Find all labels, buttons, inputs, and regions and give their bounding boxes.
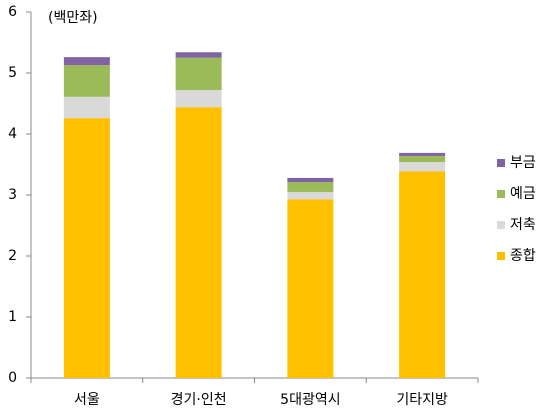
legend-label: 예금 — [510, 186, 536, 202]
bar-segment — [399, 171, 446, 378]
y-tick-label: 4 — [8, 126, 17, 142]
y-tick-label: 0 — [8, 370, 17, 386]
bar-segment — [287, 191, 334, 200]
bar-segment — [63, 118, 110, 378]
bar-segment — [175, 52, 222, 58]
x-tick-label: 기타지방 — [396, 392, 448, 408]
bar-segment — [287, 177, 334, 183]
y-tick-label: 5 — [8, 65, 17, 81]
y-tick-label: 6 — [8, 4, 17, 20]
bar-segment — [175, 57, 222, 91]
x-tick-label: 서울 — [74, 392, 100, 408]
legend-label: 저축 — [510, 217, 536, 233]
bar-segment — [399, 155, 446, 163]
legend-swatch — [497, 190, 505, 198]
y-tick-label: 2 — [8, 248, 17, 264]
bar-segment — [399, 162, 446, 172]
bar-segment — [63, 57, 110, 66]
x-tick-label: 5대광역시 — [280, 392, 340, 408]
bar-segment — [175, 90, 222, 108]
legend-label: 종합 — [510, 248, 536, 264]
bar-segment — [63, 96, 110, 119]
bar-segment — [175, 107, 222, 378]
legend-swatch — [497, 252, 505, 260]
unit-label: (백만좌) — [48, 10, 98, 26]
legend-label: 부금 — [510, 155, 536, 171]
y-tick-label: 1 — [8, 309, 17, 325]
bar-segment — [287, 182, 334, 192]
x-tick-label: 경기·인천 — [171, 392, 227, 408]
legend-swatch — [497, 221, 505, 229]
bar-segment — [287, 199, 334, 378]
y-tick-label: 3 — [8, 187, 17, 203]
legend-swatch — [497, 159, 505, 167]
bar-segment — [63, 65, 110, 97]
bar-segment — [399, 152, 446, 156]
